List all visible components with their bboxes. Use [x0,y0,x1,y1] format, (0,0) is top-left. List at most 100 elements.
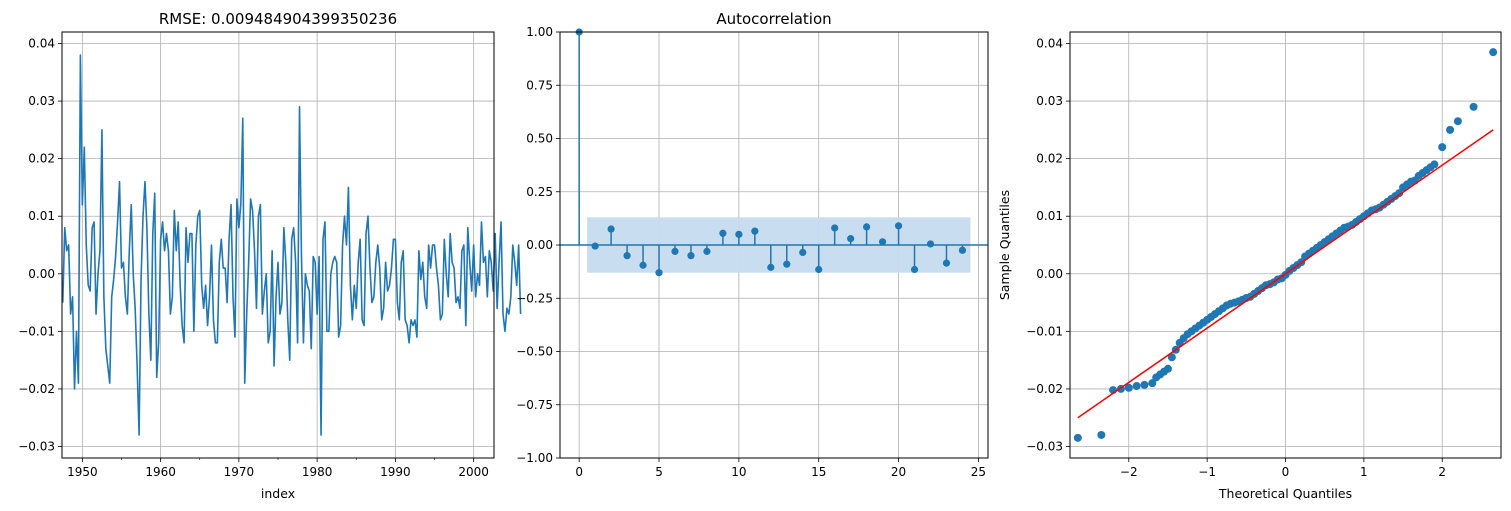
y-tick-label: 0.00 [526,238,553,252]
acf-point [958,246,967,254]
x-tick-label: 5 [655,465,663,479]
acf-point [735,230,743,238]
y-tick-label: 0.02 [1036,152,1063,166]
y-tick-label: −0.02 [18,382,55,396]
y-tick-label: −1.00 [516,451,553,465]
x-tick-label: 1 [1360,465,1368,479]
x-tick-label: 2 [1438,465,1446,479]
x-axis-ticks: 1950 1960 1970 1980 1990 2000 [67,458,489,479]
y-tick-label: 1.00 [526,25,553,39]
acf-point [607,225,615,233]
acf-point [799,248,807,257]
y-tick-label: 0.00 [1036,267,1063,281]
qq-point [1124,383,1133,392]
y-axis-ticks: −0.03 −0.02 −0.01 0.00 0.01 0.02 0.03 0.04 [1026,37,1070,453]
x-tick-label: −2 [1120,465,1138,479]
acf-point [639,261,647,269]
acf-point [719,229,727,237]
residual-line [61,54,522,436]
x-tick-label: 0 [575,465,583,479]
acf-point [783,260,791,268]
y-tick-label: −0.25 [516,291,553,305]
x-tick-label: 1960 [145,465,176,479]
y-tick-label: −0.01 [18,324,55,338]
acf-point [942,259,951,267]
y-axis-ticks: −1.00 −0.75 −0.50 −0.25 0.00 0.25 0.50 0.75 1.00 [516,25,560,465]
y-tick-label: 0.04 [28,37,55,51]
acf-point [878,238,887,246]
qq-point [1132,382,1141,391]
y-tick-label: 0.01 [1036,209,1063,223]
y-tick-label: −0.01 [1026,324,1063,338]
residuals-line-chart: 1950 1960 1970 1980 1990 2000 −0.03 −0.02 −0.01… [18,10,522,501]
y-tick-label: −0.50 [516,345,553,359]
x-axis-ticks: −2 −1 0 1 2 [1120,458,1446,479]
acf-point [815,265,823,274]
qq-point [1163,364,1172,373]
acf-stems [560,28,988,277]
x-axis-label: index [261,486,295,501]
y-tick-label: −0.02 [1026,382,1063,396]
chart-title: RMSE: 0.009484904399350236 [159,10,397,28]
x-tick-label: 2000 [458,465,489,479]
qq-point [1140,380,1149,389]
acf-point [687,252,695,260]
y-tick-label: −0.75 [516,398,553,412]
acf-point [655,269,663,277]
qq-point [1469,102,1478,111]
y-tick-label: 0.00 [28,267,55,281]
residual-series [61,54,522,436]
y-axis-label: Sample Quantiles [997,190,1012,300]
acf-point [926,240,935,248]
chart-title: Autocorrelation [716,10,831,28]
grid-lines [1070,32,1501,458]
qq-point [1395,189,1404,198]
acf-point [767,263,775,271]
x-tick-label: 10 [731,465,746,479]
acf-point [894,222,903,230]
qq-point [1430,160,1439,169]
x-axis-label: Theoretical Quantiles [1218,486,1352,501]
qq-point [1453,117,1462,126]
acf-point [671,247,679,255]
y-tick-label: 0.50 [526,132,553,146]
y-tick-label: 0.75 [526,78,553,92]
qq-point [1097,430,1106,439]
qq-plot: −2 −1 0 1 2 −0.03 −0.02 −0.01 0.00 0.01 0.02 0.03 0… [997,31,1502,501]
y-axis-ticks: −0.03 −0.02 −0.01 0.00 0.01 0.02 0.03 0.04 [18,37,62,453]
x-tick-label: 20 [891,465,906,479]
y-tick-label: 0.04 [1036,37,1063,51]
y-tick-label: 0.03 [28,94,55,108]
qq-point [1148,379,1157,388]
x-tick-label: 0 [1282,465,1290,479]
y-tick-label: 0.01 [28,209,55,223]
x-tick-label: 25 [971,465,986,479]
x-tick-label: 1980 [302,465,333,479]
x-tick-label: 1950 [67,465,98,479]
acf-point [910,265,919,274]
acf-point [831,224,839,232]
x-tick-label: 15 [811,465,826,479]
acf-point [751,227,759,235]
fit-line [1077,129,1494,419]
qq-point [1073,433,1082,442]
acf-point [703,247,711,255]
x-tick-label: 1990 [380,465,411,479]
acf-point [623,252,631,260]
x-axis-ticks: 0 5 10 15 20 25 [575,458,986,479]
y-tick-label: −0.03 [18,439,55,453]
acf-point [863,223,871,231]
qq-point [1438,143,1447,152]
qq-point [1446,125,1455,134]
y-tick-label: −0.03 [1026,439,1063,453]
y-tick-label: 0.25 [526,185,553,199]
y-tick-label: 0.02 [28,152,55,166]
y-tick-label: 0.03 [1036,94,1063,108]
qq-point [1489,48,1498,57]
autocorrelation-chart: 0 5 10 15 20 25 −1.00 −0.75 −0.50 −0.25 0.00 0.25 0… [516,10,989,479]
reference-line [1077,129,1494,419]
acf-point [591,242,599,250]
acf-point [847,235,855,243]
qq-point [1167,353,1176,362]
